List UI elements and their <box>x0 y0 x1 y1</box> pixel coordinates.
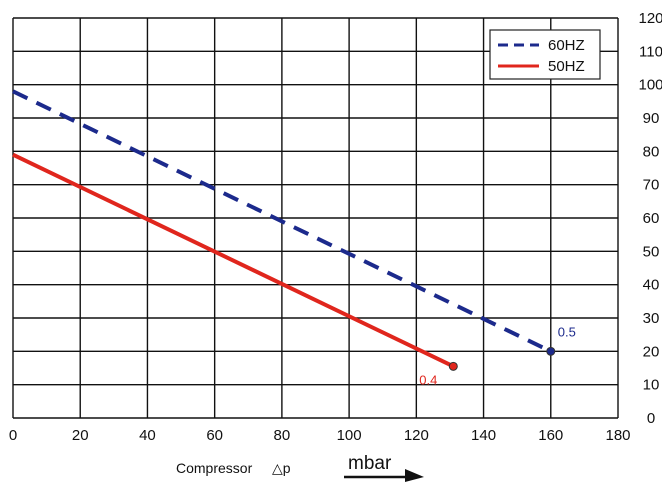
y-tick-label: 120 <box>638 10 662 27</box>
series-end-point-60hz <box>546 346 556 356</box>
series-end-label-60hz: 0.5 <box>558 324 576 339</box>
y-tick-label: 50 <box>643 243 660 260</box>
x-tick-label: 20 <box>72 427 89 444</box>
y-tick-label: 40 <box>643 277 660 294</box>
y-tick-label: 20 <box>643 343 660 360</box>
legend-label-60hz: 60HZ <box>548 37 585 54</box>
series-line-50hz <box>12 152 455 369</box>
y-tick-label: 90 <box>643 110 660 127</box>
y-axis-ticks: 0 10 20 30 40 50 60 70 80 90 100 110 120 <box>638 10 662 427</box>
x-tick-label: 60 <box>206 427 223 444</box>
arrow-icon <box>344 469 424 482</box>
y-tick-label: 80 <box>643 143 660 160</box>
x-tick-label: 120 <box>404 427 429 444</box>
y-tick-label: 100 <box>638 77 662 94</box>
series-lines: 0.5 0.4 <box>12 89 576 387</box>
series-line-60hz <box>12 89 552 354</box>
legend: 60HZ 50HZ <box>489 29 601 80</box>
x-tick-label: 80 <box>274 427 291 444</box>
x-tick-label: 100 <box>337 427 362 444</box>
y-tick-label: 10 <box>643 377 660 394</box>
series-end-label-50hz: 0.4 <box>419 372 437 387</box>
x-tick-label: 180 <box>605 427 630 444</box>
x-tick-label: 0 <box>9 427 17 444</box>
legend-box <box>489 29 601 80</box>
unit-label: mbar <box>348 453 392 474</box>
y-tick-label: 30 <box>643 310 660 327</box>
y-tick-label: 60 <box>643 210 660 227</box>
x-tick-label: 140 <box>471 427 496 444</box>
legend-label-50hz: 50HZ <box>548 58 585 75</box>
x-tick-label: 40 <box>139 427 156 444</box>
x-axis-label: Compressor <box>176 460 253 476</box>
x-tick-label: 160 <box>538 427 563 444</box>
series-end-point-50hz <box>448 361 458 371</box>
x-axis-ticks: 0 20 40 60 80 100 120 140 160 180 <box>9 427 631 444</box>
x-axis-delta-p-symbol: △p <box>272 460 291 476</box>
y-tick-label: 70 <box>643 177 660 194</box>
y-tick-label: 110 <box>639 43 662 60</box>
y-tick-label: 0 <box>647 410 655 427</box>
